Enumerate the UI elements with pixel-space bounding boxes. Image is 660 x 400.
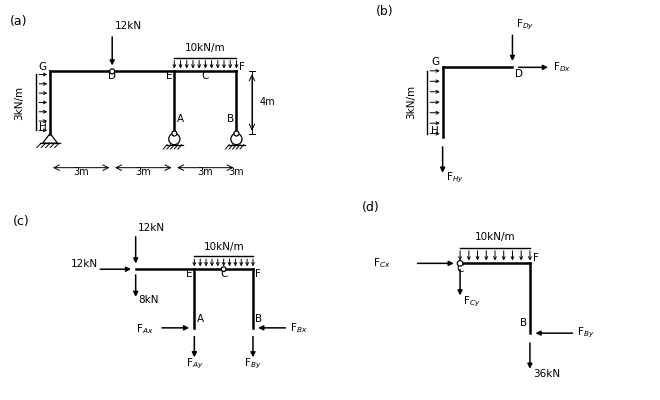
Text: D: D xyxy=(515,70,523,80)
Text: F: F xyxy=(239,62,245,72)
Text: F$_{Bx}$: F$_{Bx}$ xyxy=(290,321,308,335)
Text: C: C xyxy=(220,269,227,279)
Text: 3m: 3m xyxy=(197,167,213,177)
Text: F: F xyxy=(255,269,261,279)
Text: F$_{Ay}$: F$_{Ay}$ xyxy=(185,356,203,371)
Circle shape xyxy=(172,131,177,136)
Text: G: G xyxy=(39,62,47,72)
Text: F$_{Dy}$: F$_{Dy}$ xyxy=(516,17,534,32)
Text: (a): (a) xyxy=(10,15,27,28)
Text: 3kN/m: 3kN/m xyxy=(406,85,416,119)
Circle shape xyxy=(110,69,115,74)
Text: F$_{Dx}$: F$_{Dx}$ xyxy=(553,60,571,74)
Text: F$_{By}$: F$_{By}$ xyxy=(578,326,595,340)
Text: C: C xyxy=(202,71,209,81)
Text: 3m: 3m xyxy=(73,167,89,177)
Text: 3m: 3m xyxy=(228,167,244,177)
Text: F$_{Cx}$: F$_{Cx}$ xyxy=(373,256,390,270)
Text: F: F xyxy=(533,252,539,262)
Text: 4m: 4m xyxy=(259,98,275,108)
Text: E: E xyxy=(186,269,193,279)
Text: G: G xyxy=(431,56,439,66)
Text: 10kN/m: 10kN/m xyxy=(203,242,244,252)
Text: F$_{Ax}$: F$_{Ax}$ xyxy=(136,322,153,336)
Text: E: E xyxy=(166,71,172,81)
Text: B: B xyxy=(227,114,234,124)
Text: (b): (b) xyxy=(376,5,394,18)
Text: 8kN: 8kN xyxy=(138,295,158,305)
Circle shape xyxy=(221,267,226,272)
Text: A: A xyxy=(197,314,204,324)
Text: H: H xyxy=(39,122,47,132)
Text: (d): (d) xyxy=(362,201,380,214)
Text: 12kN: 12kN xyxy=(115,21,143,31)
Text: 12kN: 12kN xyxy=(71,259,98,269)
Text: B: B xyxy=(255,314,263,324)
Text: F$_{Cy}$: F$_{Cy}$ xyxy=(463,294,480,309)
Text: 10kN/m: 10kN/m xyxy=(185,43,226,53)
Text: C: C xyxy=(457,264,464,274)
Text: F$_{By}$: F$_{By}$ xyxy=(244,356,262,371)
Text: 12kN: 12kN xyxy=(138,223,165,233)
Text: F$_{Hy}$: F$_{Hy}$ xyxy=(446,171,464,185)
Text: D: D xyxy=(108,71,116,81)
Text: 3m: 3m xyxy=(135,167,151,177)
Text: 3kN/m: 3kN/m xyxy=(14,85,24,120)
Text: 36kN: 36kN xyxy=(533,369,560,379)
Circle shape xyxy=(457,260,463,266)
Text: A: A xyxy=(177,114,184,124)
Text: B: B xyxy=(520,318,527,328)
Circle shape xyxy=(234,131,239,136)
Text: (c): (c) xyxy=(13,215,29,228)
Text: H: H xyxy=(432,126,439,136)
Text: 10kN/m: 10kN/m xyxy=(475,232,515,242)
